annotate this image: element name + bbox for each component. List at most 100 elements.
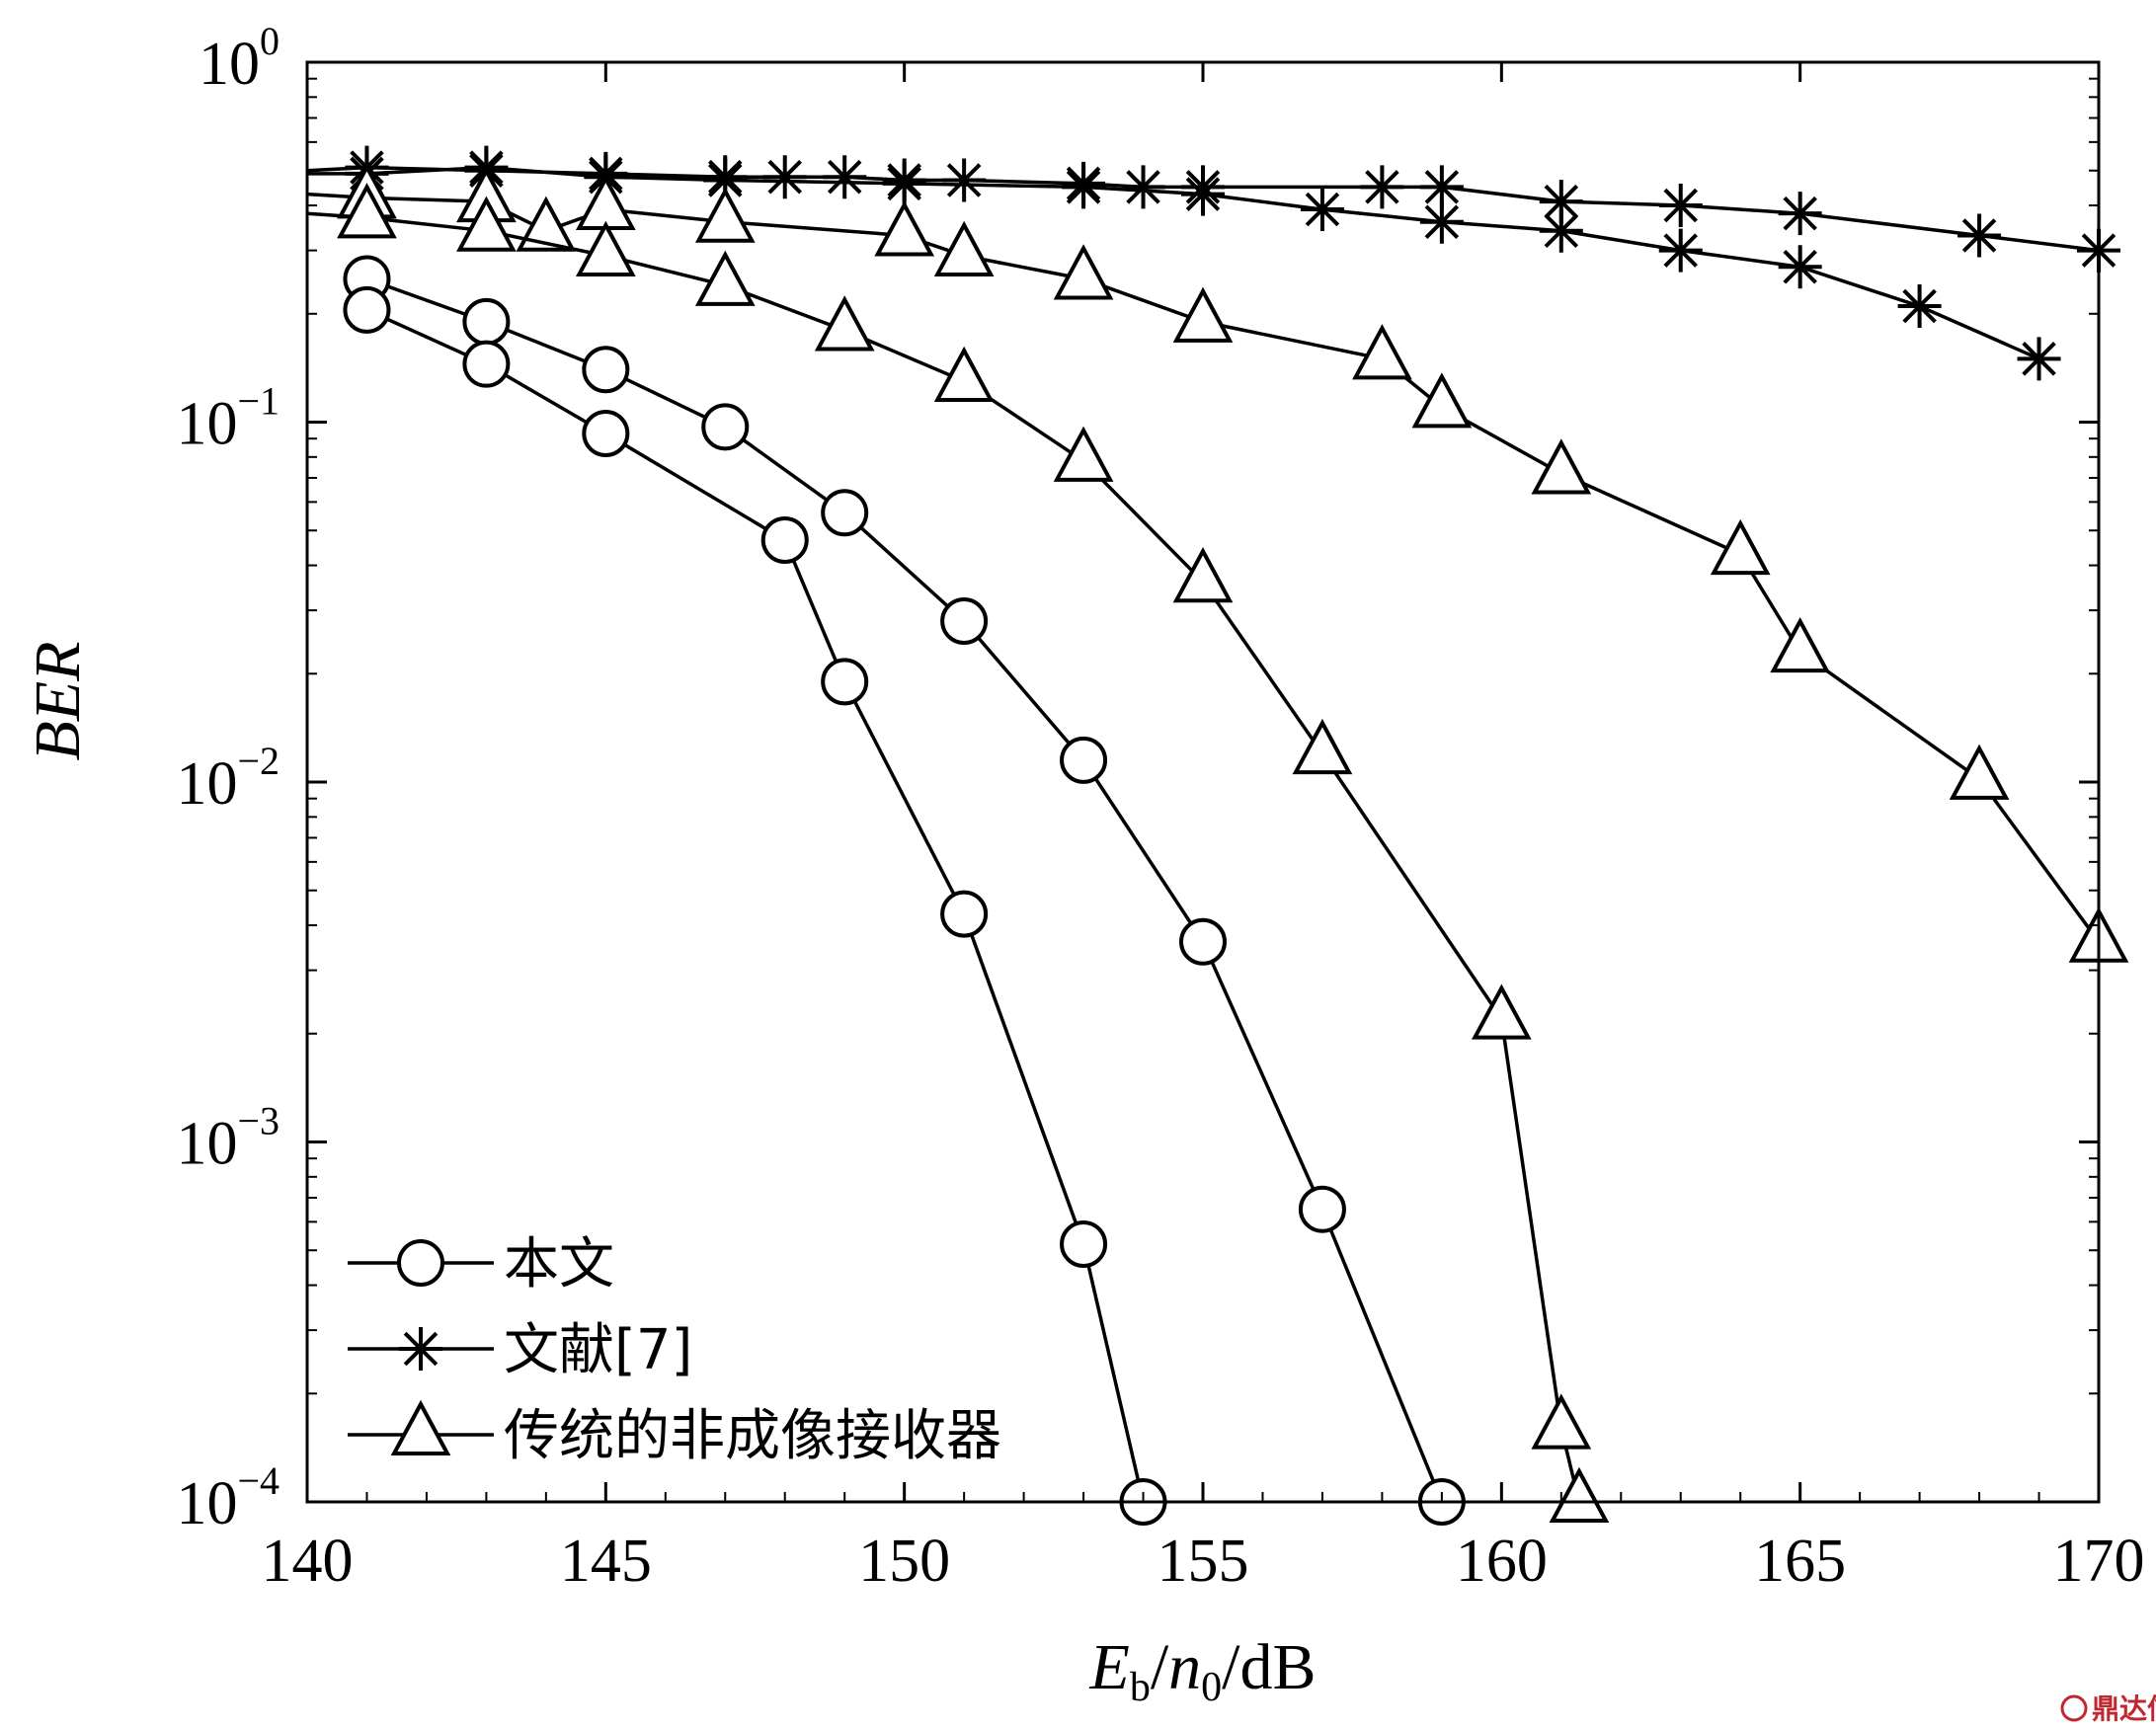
x-tick-label-165: 165	[1754, 1528, 1846, 1595]
y-tick-label-0: 100	[199, 19, 279, 98]
x-axis-label: Eb/n0/dB	[1088, 1631, 1316, 1710]
y-tick-label-3: 10−3	[176, 1099, 279, 1178]
series-6-point-9	[1172, 547, 1234, 603]
watermark: 鼎达信	[2060, 1692, 2156, 1725]
x-axis-label-unit: /dB	[1222, 1631, 1316, 1703]
series-1-point-8	[1179, 917, 1227, 966]
series-5-point-4	[516, 196, 577, 252]
series-2-point-1	[343, 285, 391, 334]
series-6-point-11	[1471, 983, 1532, 1040]
series-4-point-9-strokes	[1300, 188, 1344, 232]
series-3-point-7-strokes	[823, 155, 867, 199]
series-2	[343, 285, 1167, 1526]
series-1-point-3	[582, 346, 630, 394]
x-tick-label-145: 145	[560, 1528, 652, 1595]
x-axis-label-n: n	[1168, 1631, 1201, 1703]
series-3-point-17-strokes	[1778, 192, 1822, 236]
series-3-point-14-strokes	[1419, 165, 1464, 209]
watermark-text: 鼎达信	[2092, 1692, 2156, 1724]
series-5-point-16	[1949, 744, 2010, 800]
series-2-point-6	[940, 890, 989, 938]
series-4-point-10	[1419, 199, 1464, 244]
x-tick-label-160: 160	[1456, 1528, 1548, 1595]
legend-marker-2	[399, 1327, 442, 1371]
y-tick-label-exp-0: 0	[260, 19, 279, 63]
series-5-point-9	[1053, 244, 1114, 300]
series-1-line	[365, 276, 1444, 1503]
series-4-point-11	[1539, 208, 1583, 253]
y-axis-label: BER	[22, 642, 94, 761]
series-4-point-15-strokes	[2017, 337, 2061, 381]
series-5-point-11	[1352, 324, 1412, 380]
series-1-point-4	[701, 403, 750, 451]
legend-entry-2: 文献[7]	[348, 1318, 692, 1382]
y-tick-label-exp-3: −3	[237, 1099, 279, 1143]
series-1	[343, 255, 1466, 1526]
x-axis-label-e: E	[1088, 1631, 1129, 1703]
y-tick-label-1: 10−1	[176, 379, 279, 458]
series-6-point-10	[1292, 718, 1353, 775]
series-2-point-3	[582, 409, 630, 457]
series-6	[306, 183, 1610, 1523]
series-5-point-8	[933, 220, 995, 276]
series-3	[306, 145, 2120, 273]
series-3-point-14	[1419, 165, 1464, 209]
series-1-point-6	[940, 597, 989, 646]
series-1-point-2	[462, 297, 511, 346]
series-3-point-11-strokes	[1121, 165, 1165, 209]
series-3-point-18-strokes	[1957, 213, 2002, 258]
series-6-point-5	[694, 250, 756, 306]
series-4-point-11-strokes	[1539, 208, 1583, 253]
x-tick-label-150: 150	[858, 1528, 950, 1595]
series-4-point-8-strokes	[1181, 172, 1225, 216]
series-6-point-3	[456, 196, 517, 252]
series-5-point-7	[874, 200, 935, 257]
y-tick-label-4: 10−4	[176, 1458, 279, 1537]
series-6-point-7	[933, 346, 995, 402]
series-4-point-5	[703, 158, 748, 202]
series-4-point-14	[1897, 284, 1942, 329]
legend-label-3: 传统的非成像接收器	[504, 1404, 1001, 1468]
series-2-point-7	[1060, 1220, 1108, 1269]
series-5	[306, 163, 2129, 963]
series-4-point-8	[1181, 172, 1225, 216]
series-5-point-5	[575, 174, 636, 231]
series-5-point-14	[1710, 518, 1771, 576]
series-3-point-9-strokes	[942, 158, 987, 202]
legend-marker-2-strokes	[399, 1327, 442, 1371]
series-3-point-15	[1539, 180, 1583, 224]
legend-marker-3	[390, 1399, 451, 1455]
series-5-point-13	[1531, 438, 1592, 495]
series-6-point-6	[814, 295, 875, 352]
y-tick-label-base-3: 10	[176, 1111, 237, 1178]
series-4-point-14-strokes	[1897, 284, 1942, 329]
y-tick-label-base-1: 10	[176, 391, 237, 458]
series-5-point-15	[1770, 616, 1831, 673]
y-tick-label-exp-1: −1	[237, 379, 279, 424]
series-4-point-10-strokes	[1419, 199, 1464, 244]
series-4-point-5-strokes	[703, 158, 748, 202]
series-4	[307, 145, 2061, 381]
x-axis-label-sub-0: 0	[1201, 1665, 1222, 1710]
series-3-point-16-strokes	[1658, 184, 1703, 228]
series-4-line	[307, 165, 2040, 360]
series-3-point-9	[942, 158, 987, 202]
series-1-point-9	[1298, 1185, 1346, 1233]
y-tick-label-base-2: 10	[176, 750, 237, 818]
series-5-point-12	[1411, 372, 1473, 429]
series-4-point-6-strokes	[882, 161, 926, 205]
y-tick-label-exp-2: −2	[237, 739, 279, 783]
series-layer	[306, 145, 2129, 1526]
series-3-point-6-strokes	[762, 155, 807, 199]
series-6-point-12	[1531, 1393, 1592, 1450]
series-6-point-13	[1549, 1466, 1610, 1523]
series-4-point-13-strokes	[1778, 245, 1822, 289]
series-4-point-7	[1062, 165, 1106, 209]
x-axis-label-slash: /	[1151, 1631, 1169, 1703]
series-2-point-5	[821, 658, 869, 706]
legend-label-1: 本文	[504, 1232, 614, 1297]
legend-marker-1	[397, 1239, 444, 1287]
